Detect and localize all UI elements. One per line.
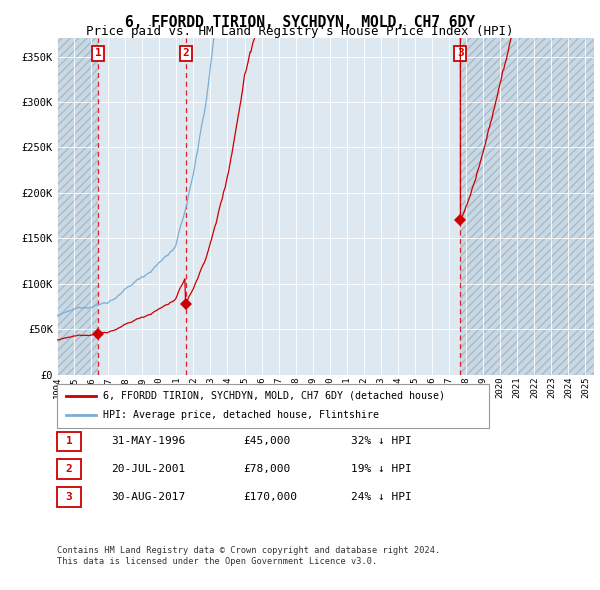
Text: 6, FFORDD TIRION, SYCHDYN, MOLD, CH7 6DY (detached house): 6, FFORDD TIRION, SYCHDYN, MOLD, CH7 6DY… (103, 391, 445, 401)
Text: 2: 2 (65, 464, 73, 474)
Text: 30-AUG-2017: 30-AUG-2017 (111, 492, 185, 502)
Bar (57, 38, 98, 375)
Text: 6, FFORDD TIRION, SYCHDYN, MOLD, CH7 6DY: 6, FFORDD TIRION, SYCHDYN, MOLD, CH7 6DY (125, 15, 475, 30)
Text: 20-JUL-2001: 20-JUL-2001 (111, 464, 185, 474)
Text: 24% ↓ HPI: 24% ↓ HPI (351, 492, 412, 502)
Text: HPI: Average price, detached house, Flintshire: HPI: Average price, detached house, Flin… (103, 411, 379, 420)
Bar (460, 38, 594, 375)
Bar (57, 38, 98, 375)
Bar (460, 38, 594, 375)
Text: £45,000: £45,000 (243, 437, 290, 446)
Text: Contains HM Land Registry data © Crown copyright and database right 2024.: Contains HM Land Registry data © Crown c… (57, 546, 440, 555)
Text: 19% ↓ HPI: 19% ↓ HPI (351, 464, 412, 474)
Text: 1: 1 (95, 48, 101, 58)
Text: 32% ↓ HPI: 32% ↓ HPI (351, 437, 412, 446)
Text: £78,000: £78,000 (243, 464, 290, 474)
Text: £170,000: £170,000 (243, 492, 297, 502)
Text: Price paid vs. HM Land Registry's House Price Index (HPI): Price paid vs. HM Land Registry's House … (86, 25, 514, 38)
Text: 3: 3 (65, 492, 73, 502)
Text: 1: 1 (65, 437, 73, 446)
Text: This data is licensed under the Open Government Licence v3.0.: This data is licensed under the Open Gov… (57, 558, 377, 566)
Text: 3: 3 (457, 48, 464, 58)
Text: 31-MAY-1996: 31-MAY-1996 (111, 437, 185, 446)
Text: 2: 2 (182, 48, 189, 58)
